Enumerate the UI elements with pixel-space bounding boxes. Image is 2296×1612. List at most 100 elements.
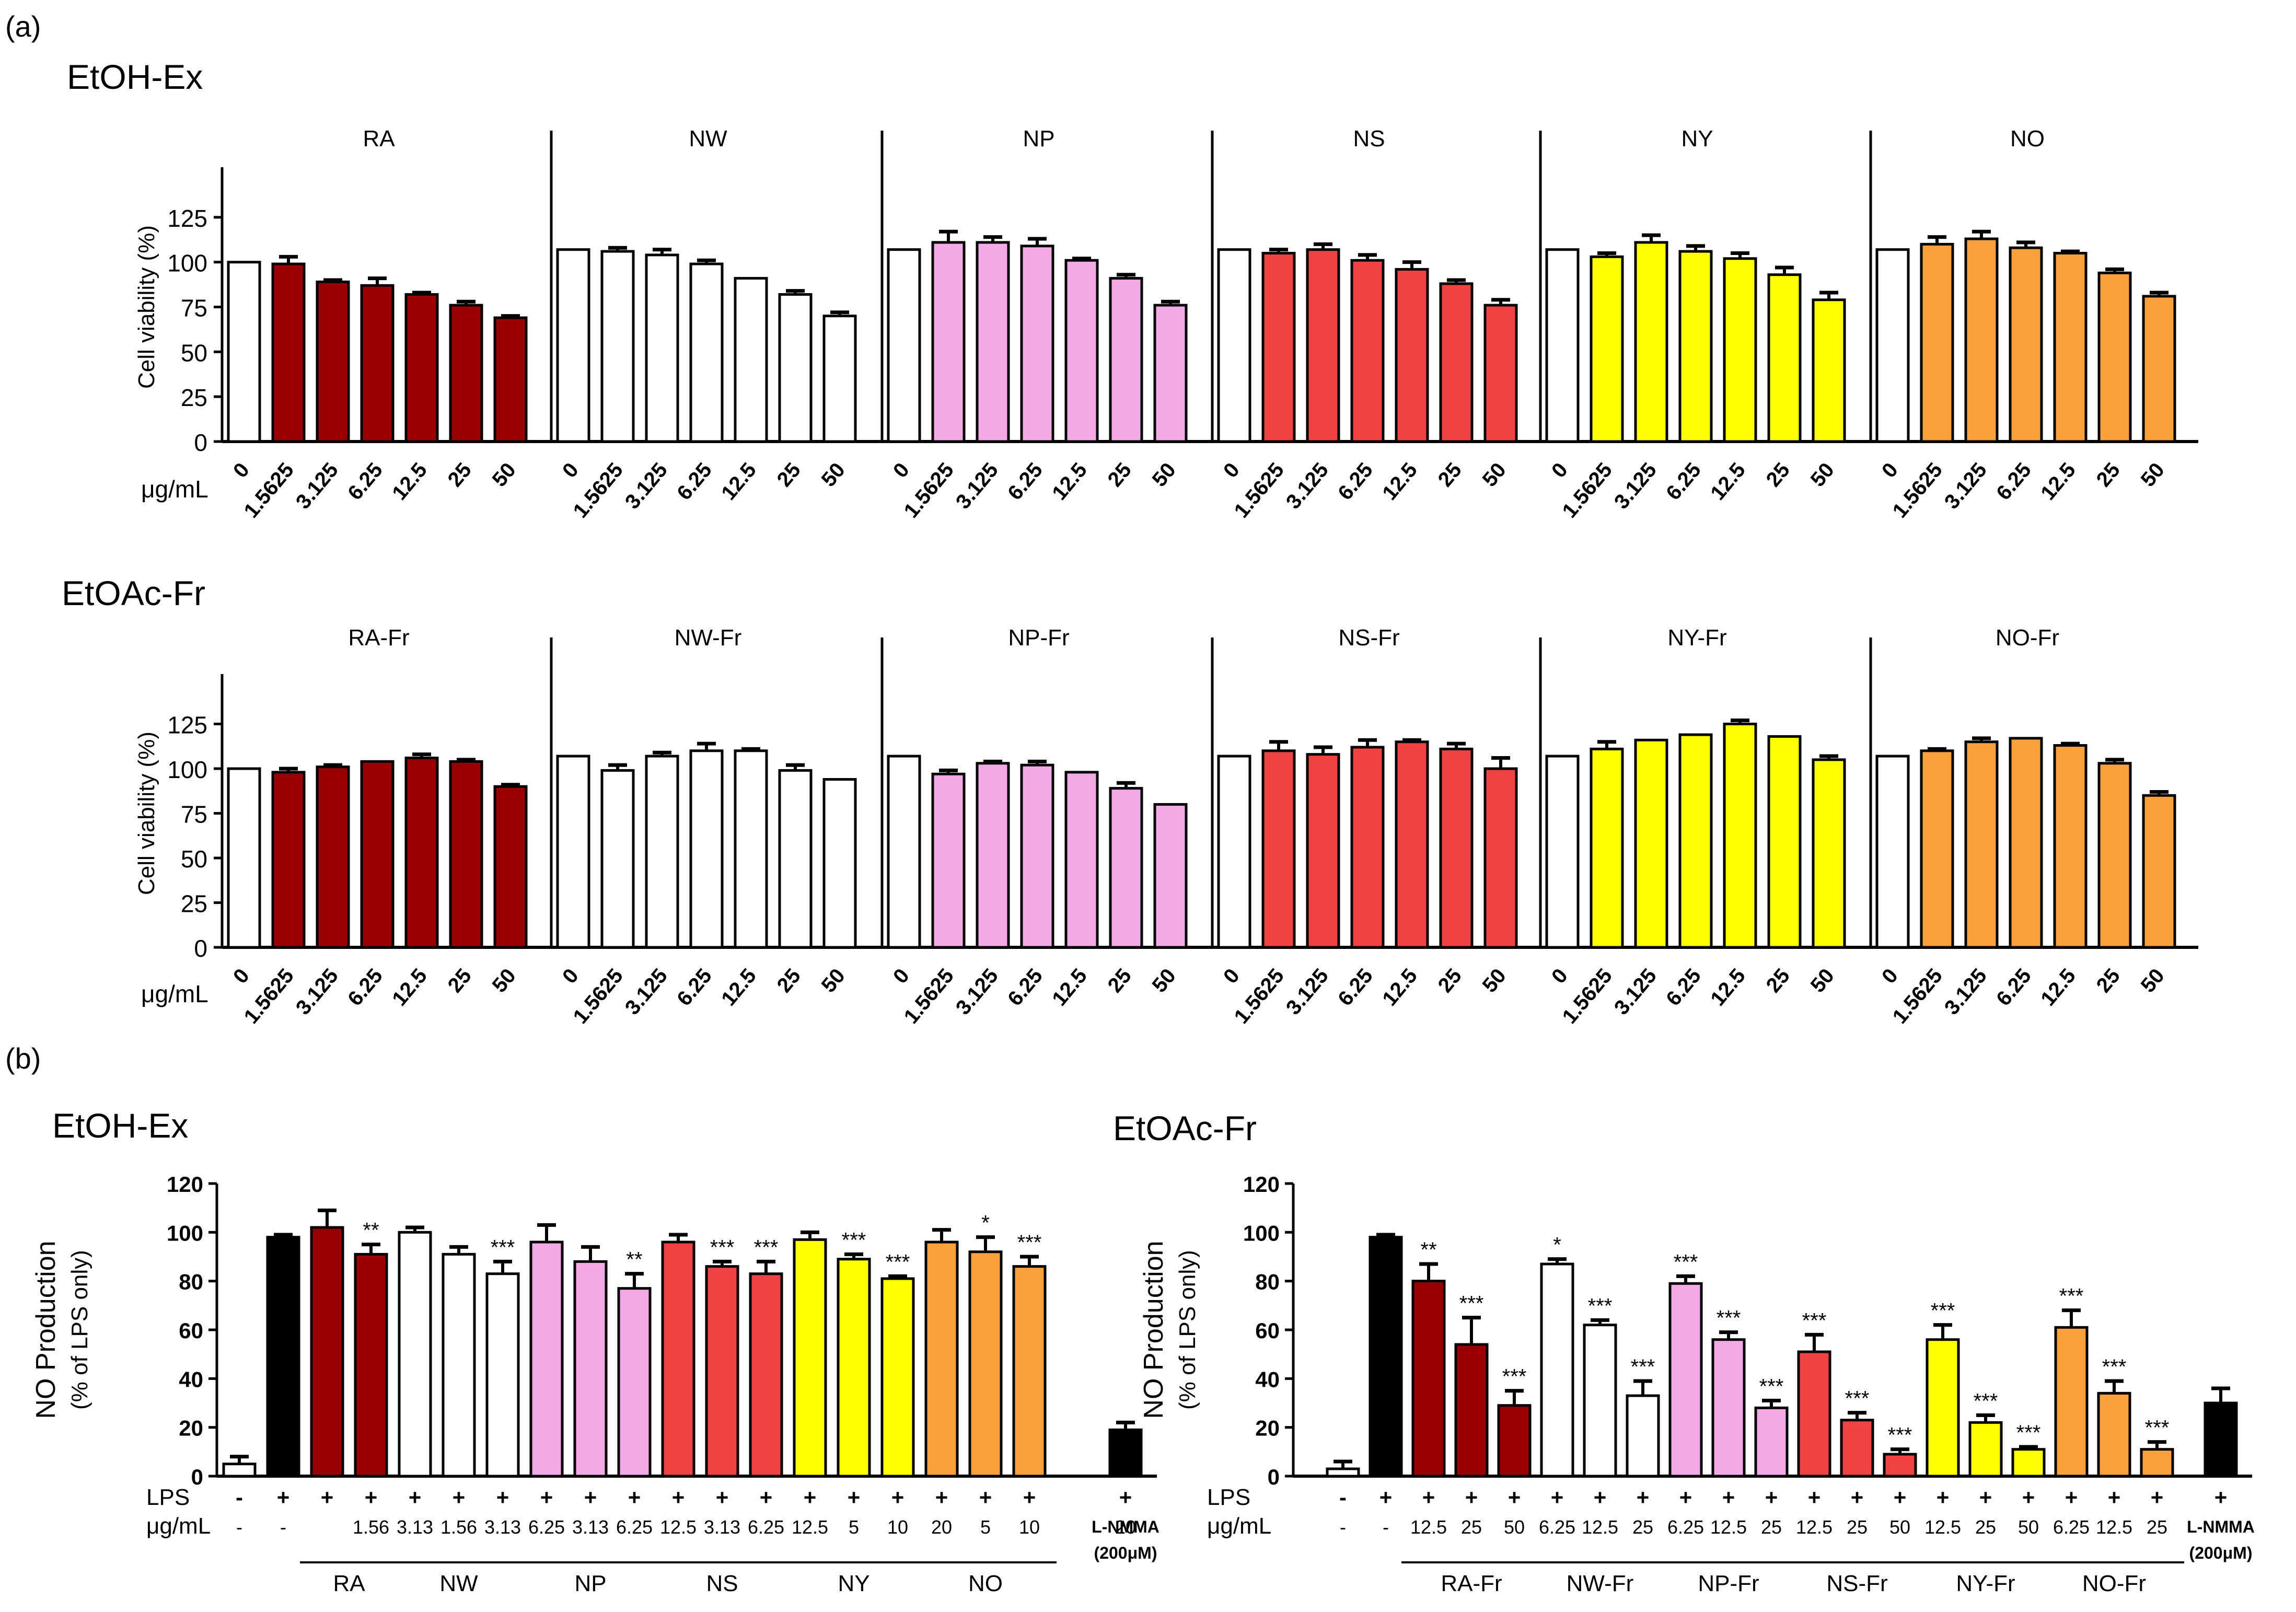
x-tick-label: 0 bbox=[1219, 459, 1244, 482]
dose-label: 1.56 bbox=[353, 1516, 389, 1538]
bar-ny-2 bbox=[1634, 241, 1668, 443]
y-tick-label: 120 bbox=[1243, 1172, 1280, 1197]
group-title-ra: RA bbox=[363, 126, 395, 152]
bar-ns-5 bbox=[1439, 282, 1474, 443]
x-tick-label: 12.5 bbox=[717, 459, 761, 505]
x-tick-label: 12.5 bbox=[1378, 965, 1422, 1011]
no-production-etoac-chart: 0 20 40 60 80 100 120 NO Production (% of LPS on… bbox=[1139, 1172, 2255, 1596]
y-tick-label: 20 bbox=[1255, 1416, 1280, 1441]
group-title-no: NO bbox=[2010, 126, 2045, 152]
dose-label: - bbox=[280, 1516, 286, 1538]
control-label-2: (200μM) bbox=[2189, 1544, 2253, 1562]
lps-sign: + bbox=[1637, 1485, 1650, 1510]
significance-mark: ** bbox=[626, 1248, 642, 1271]
control-label: L-NMMA bbox=[1092, 1517, 1159, 1536]
significance-mark: *** bbox=[1459, 1292, 1484, 1315]
bar-no-fr-2 bbox=[1964, 740, 1999, 949]
dose-label: 6.25 bbox=[2053, 1516, 2090, 1538]
significance-mark: *** bbox=[754, 1236, 779, 1259]
y-tick-label: 100 bbox=[167, 250, 207, 277]
bar-ra-3 bbox=[360, 284, 395, 443]
bar-no-8 bbox=[1668, 1282, 1703, 1478]
significance-mark: *** bbox=[1588, 1294, 1613, 1317]
dose-label: 50 bbox=[2018, 1516, 2039, 1538]
bar-no-12 bbox=[749, 1272, 783, 1478]
x-tick-label: 0 bbox=[229, 459, 254, 482]
dose-label: 3.13 bbox=[484, 1516, 521, 1538]
x-tick-label: 12.5 bbox=[388, 459, 432, 505]
x-tick-label: 50 bbox=[488, 459, 520, 491]
group-label: RA bbox=[333, 1571, 365, 1596]
y-tick-label: 50 bbox=[181, 339, 207, 366]
control-label: L-NMMA bbox=[2187, 1517, 2255, 1536]
y-tick-label: 60 bbox=[1255, 1318, 1280, 1343]
bar-no-14 bbox=[837, 1258, 871, 1478]
dose-label: 3.13 bbox=[397, 1516, 433, 1538]
x-tick-label: 12.5 bbox=[1706, 965, 1750, 1011]
dose-label: 3.13 bbox=[572, 1516, 609, 1538]
group-label: NO-Fr bbox=[2082, 1571, 2146, 1596]
lps-sign: + bbox=[1894, 1485, 1907, 1510]
x-tick-label: 0 bbox=[229, 965, 254, 988]
x-tick-label: 6.25 bbox=[343, 965, 387, 1011]
b-left-title: EtOH-Ex bbox=[52, 1106, 188, 1145]
x-tick-label: 0 bbox=[889, 965, 914, 988]
y-axis-label: Cell viability (%) bbox=[134, 732, 159, 895]
x-tick-label: 0 bbox=[1219, 965, 1244, 988]
bar-no-15 bbox=[1968, 1421, 2003, 1478]
bar-np-5 bbox=[1109, 277, 1143, 443]
bar-no-10 bbox=[1754, 1406, 1789, 1478]
y-axis-label-2: (% of LPS only) bbox=[67, 1250, 92, 1410]
significance-mark: *** bbox=[710, 1236, 735, 1259]
x-tick-label: 50 bbox=[1478, 965, 1511, 997]
lps-sign: + bbox=[1765, 1485, 1778, 1510]
lps-sign: + bbox=[672, 1485, 685, 1510]
bar-ns-6 bbox=[1483, 304, 1518, 443]
bar-np-0 bbox=[887, 248, 921, 443]
bar-no-fr-0 bbox=[1875, 755, 1910, 949]
bar-ns-fr-0 bbox=[1217, 755, 1251, 949]
x-tick-label: 3.125 bbox=[1940, 965, 1991, 1019]
bar-no-0 bbox=[222, 1463, 257, 1478]
x-tick-label: 0 bbox=[1547, 965, 1572, 988]
x-tick-label: 25 bbox=[773, 965, 805, 997]
lps-sign: + bbox=[891, 1485, 905, 1510]
bar-nw-4 bbox=[734, 277, 768, 443]
group-title-ny: NY bbox=[1681, 126, 1713, 152]
dose-label: 50 bbox=[1889, 1516, 1910, 1538]
bar-no-9 bbox=[1711, 1338, 1746, 1478]
viability-etoac-chart: 0 25 50 75 100 125 Cell viability (%) μg/mL RA-F… bbox=[134, 625, 2198, 1028]
y-axis-label: Cell viability (%) bbox=[134, 225, 159, 389]
lps-sign: + bbox=[1979, 1485, 1992, 1510]
bar-nw-1 bbox=[600, 250, 635, 443]
lps-sign: + bbox=[1465, 1485, 1478, 1510]
x-tick-label: 6.25 bbox=[1992, 965, 2036, 1011]
bar-ra-2 bbox=[316, 280, 350, 443]
x-tick-label: 1.5625 bbox=[240, 965, 298, 1028]
bar-no-11 bbox=[705, 1265, 739, 1478]
significance-mark: *** bbox=[2145, 1417, 2170, 1440]
group-label: NS-Fr bbox=[1826, 1571, 1887, 1596]
bar-no-3 bbox=[2009, 246, 2043, 443]
bar-nw-3 bbox=[689, 262, 724, 443]
group-title-ns-fr: NS-Fr bbox=[1338, 625, 1399, 651]
row-label-lps: LPS bbox=[146, 1485, 190, 1510]
bar-no-16 bbox=[2011, 1448, 2046, 1478]
bar-np-6 bbox=[1153, 304, 1188, 443]
x-unit-label: μg/mL bbox=[141, 980, 208, 1007]
bar-np-3 bbox=[1020, 245, 1054, 443]
bar-nw-fr-6 bbox=[822, 778, 857, 949]
dose-label: 6.25 bbox=[748, 1516, 784, 1538]
bar-no-4 bbox=[398, 1231, 432, 1478]
bar-no-0 bbox=[1326, 1467, 1360, 1478]
significance-mark: ** bbox=[1420, 1238, 1436, 1261]
x-tick-label: 50 bbox=[1148, 965, 1180, 997]
bar-no-16 bbox=[924, 1240, 959, 1478]
bar-ny-3 bbox=[1678, 250, 1713, 443]
bar-no-12 bbox=[1840, 1419, 1874, 1478]
lps-sign: + bbox=[409, 1485, 422, 1510]
lps-sign: - bbox=[1339, 1485, 1347, 1510]
significance-mark: *** bbox=[1845, 1387, 1870, 1410]
y-axis-label: NO Production bbox=[1139, 1240, 1169, 1419]
bar-nw-fr-5 bbox=[778, 769, 813, 949]
